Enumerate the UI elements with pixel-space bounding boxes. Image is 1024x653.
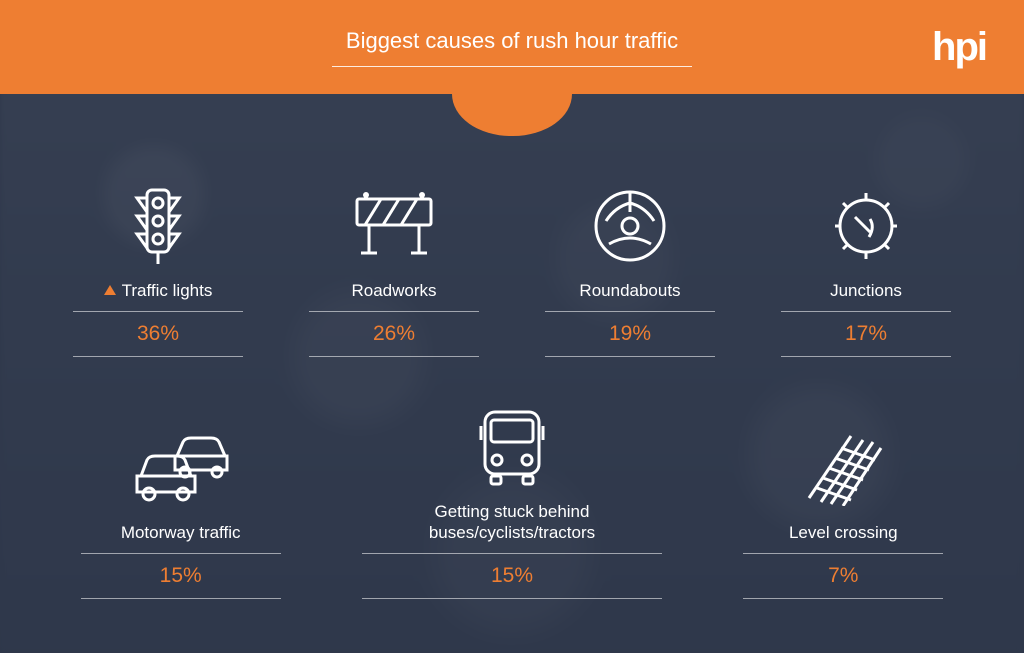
label-text: Traffic lights	[122, 280, 213, 301]
header-bar: Biggest causes of rush hour traffic hpi	[0, 0, 1024, 94]
label-text: Roundabouts	[579, 280, 680, 301]
item-label: Traffic lights	[73, 280, 243, 312]
item-junctions: Junctions 17%	[781, 184, 951, 357]
item-stuck-behind: Getting stuck behind buses/cyclists/trac…	[362, 405, 662, 600]
item-label: Motorway traffic	[81, 522, 281, 554]
item-label: Getting stuck behind buses/cyclists/trac…	[362, 501, 662, 555]
item-label: Junctions	[781, 280, 951, 312]
item-value: 15%	[81, 554, 281, 599]
row-2: Motorway traffic 15%	[50, 405, 974, 600]
motorway-icon	[131, 426, 231, 510]
infographic-stage: Biggest causes of rush hour traffic hpi	[0, 0, 1024, 653]
item-label: Level crossing	[743, 522, 943, 554]
item-roadworks: Roadworks 26%	[309, 184, 479, 357]
bus-icon	[475, 405, 549, 489]
content-area: Traffic lights 36%	[0, 150, 1024, 653]
item-label: Roadworks	[309, 280, 479, 312]
roadworks-icon	[351, 184, 437, 268]
item-value: 36%	[73, 312, 243, 357]
highlight-triangle-icon	[104, 285, 116, 295]
label-text: Getting stuck behind buses/cyclists/trac…	[368, 501, 656, 544]
item-traffic-lights: Traffic lights 36%	[73, 184, 243, 357]
label-text: Level crossing	[789, 522, 898, 543]
roundabouts-icon	[591, 184, 669, 268]
label-text: Motorway traffic	[121, 522, 241, 543]
label-text: Junctions	[830, 280, 902, 301]
item-label: Roundabouts	[545, 280, 715, 312]
item-value: 15%	[362, 554, 662, 599]
item-value: 17%	[781, 312, 951, 357]
item-motorway: Motorway traffic 15%	[81, 426, 281, 599]
brand-logo: hpi	[932, 0, 986, 94]
level-crossing-icon	[801, 426, 885, 510]
item-value: 19%	[545, 312, 715, 357]
item-level-crossing: Level crossing 7%	[743, 426, 943, 599]
item-value: 7%	[743, 554, 943, 599]
item-roundabouts: Roundabouts 19%	[545, 184, 715, 357]
row-1: Traffic lights 36%	[50, 184, 974, 357]
junctions-icon	[825, 184, 907, 268]
label-text: Roadworks	[351, 280, 436, 301]
item-value: 26%	[309, 312, 479, 357]
traffic-lights-icon	[133, 184, 183, 268]
page-title: Biggest causes of rush hour traffic	[332, 28, 692, 67]
